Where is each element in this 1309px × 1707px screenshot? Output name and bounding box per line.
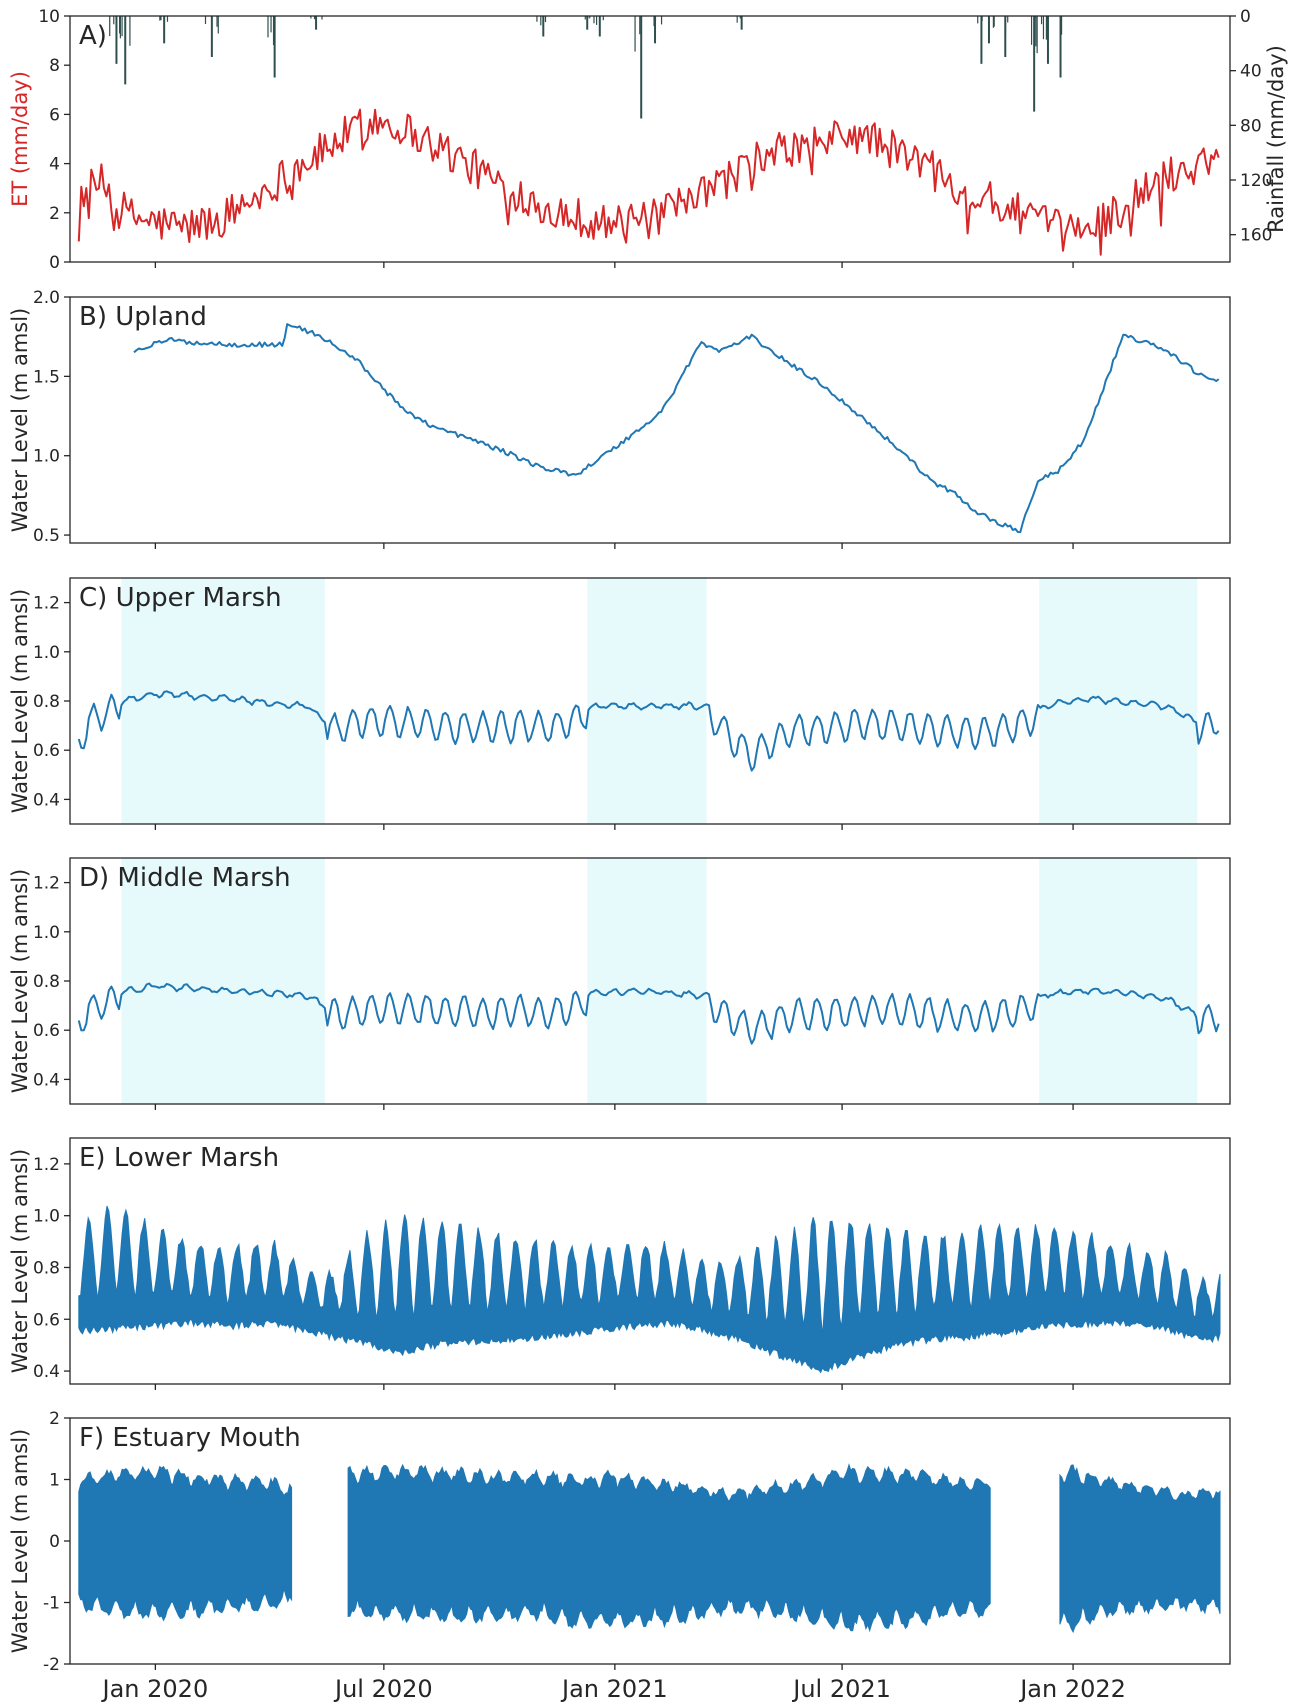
series-band (1059, 1464, 1221, 1634)
panel-c-shaded-periods (121, 578, 1198, 824)
y2-tick-label: 160 (1240, 226, 1272, 246)
panel-a-ylabel: ET (mm/day) (8, 71, 32, 207)
panel-c-ylabel: Water Level (m amsl) (8, 589, 32, 813)
series-band (347, 1463, 991, 1633)
panel-d-y-ticks: 0.4 0.6 0.8 1.0 1.2 (33, 874, 70, 1090)
middle-marsh-line (77, 982, 1220, 1045)
series-band (78, 1205, 1221, 1374)
panel-e-x-ticks (154, 1384, 1074, 1390)
series-band (78, 1465, 293, 1622)
panel-f-y-ticks: -2 -1 0 1 2 (43, 1409, 70, 1675)
et-line (77, 108, 1220, 256)
y-tick-label: 8 (49, 56, 60, 76)
y-tick-label: 1.2 (33, 874, 60, 894)
panel-e-title: E) Lower Marsh (79, 1143, 279, 1173)
upland-line (133, 323, 1220, 534)
y-tick-label: 1.0 (33, 1207, 60, 1227)
y-tick-label: 2 (49, 1409, 60, 1429)
y-tick-label: 1.2 (33, 1155, 60, 1175)
shaded-period (121, 578, 325, 824)
x-axis-date-labels: Jan 2020 Jul 2020 Jan 2021 Jul 2021 Jan … (101, 1675, 1126, 1703)
y-tick-label: 0.6 (33, 1021, 60, 1041)
panel-e-y-ticks: 0.4 0.6 0.8 1.0 1.2 (33, 1155, 70, 1382)
series-line (133, 323, 1220, 534)
panel-b-title: B) Upland (79, 302, 207, 332)
panel-a-et-rainfall: 0 2 4 6 8 10 0 40 80 120 160 A) ET (mm/day) Rainf… (8, 7, 1288, 273)
y-tick-label: 6 (49, 105, 60, 125)
panel-b-y-ticks: 0.5 1.0 1.5 2.0 (33, 288, 70, 546)
y2-tick-label: 80 (1240, 116, 1262, 136)
series-line (77, 108, 1220, 256)
panel-c-upper-marsh: 0.4 0.6 0.8 1.0 1.2 C) Upper Marsh Water Lev… (8, 577, 1231, 830)
y-tick-label: 0.6 (33, 741, 60, 761)
panel-d-ylabel: Water Level (m amsl) (8, 869, 32, 1093)
lower-marsh-area (78, 1205, 1221, 1374)
panel-f-estuary-mouth: -2 -1 0 1 2 F) Estuary Mouth Water Level (m … (8, 1409, 1231, 1675)
y2-tick-label: 120 (1240, 171, 1272, 191)
y-tick-label: 0.4 (33, 1362, 60, 1382)
x-tick-label: Jan 2022 (1018, 1675, 1126, 1703)
y-tick-label: 2 (49, 204, 60, 224)
y-tick-label: -1 (43, 1594, 60, 1614)
rainfall-bars (109, 16, 1063, 119)
shaded-period (121, 858, 325, 1104)
panel-a-frame (69, 15, 1231, 263)
panel-f-ylabel: Water Level (m amsl) (8, 1429, 32, 1653)
upper-marsh-line (77, 690, 1220, 772)
panel-c-y-ticks: 0.4 0.6 0.8 1.0 1.2 (33, 594, 70, 810)
panel-d-title: D) Middle Marsh (79, 863, 291, 893)
panel-b-upland: 0.5 1.0 1.5 2.0 B) Upland Water Level (m am… (8, 288, 1231, 549)
y-tick-label: -2 (43, 1655, 60, 1675)
y-tick-label: 1.0 (33, 643, 60, 663)
y-tick-label: 4 (49, 155, 60, 175)
estuary-mouth-area (78, 1463, 1221, 1634)
y-tick-label: 1.0 (33, 923, 60, 943)
y-tick-label: 1 (49, 1471, 60, 1491)
shaded-period (587, 858, 707, 1104)
y-tick-label: 0.8 (33, 1258, 60, 1278)
series-line (77, 690, 1220, 772)
panel-a-title: A) (79, 21, 107, 51)
panel-e-frame (69, 1137, 1231, 1385)
panel-c-x-ticks (154, 824, 1074, 830)
panel-c-title: C) Upper Marsh (79, 583, 282, 613)
shaded-period (587, 578, 707, 824)
y-tick-label: 0 (49, 1532, 60, 1552)
panel-f-title: F) Estuary Mouth (79, 1423, 301, 1453)
y-tick-label: 0.4 (33, 1070, 60, 1090)
x-tick-label: Jul 2020 (333, 1675, 433, 1703)
panel-d-shaded-periods (121, 858, 1198, 1104)
y-tick-label: 0.8 (33, 972, 60, 992)
y-tick-label: 0.6 (33, 1310, 60, 1330)
y-tick-label: 0 (49, 253, 60, 273)
y-tick-label: 0.5 (33, 526, 60, 546)
panel-b-ylabel: Water Level (m amsl) (8, 308, 32, 532)
y-tick-label: 2.0 (33, 288, 60, 308)
series-line (77, 982, 1220, 1045)
panel-a-y2label: Rainfall (mm/day) (1264, 45, 1288, 233)
y-tick-label: 1.2 (33, 594, 60, 614)
x-tick-label: Jan 2020 (101, 1675, 209, 1703)
x-tick-label: Jul 2021 (791, 1675, 891, 1703)
panel-a-y-ticks: 0 2 4 6 8 10 (38, 7, 70, 273)
panel-b-frame (69, 296, 1231, 544)
y-tick-label: 0.4 (33, 790, 60, 810)
y-tick-label: 0.8 (33, 692, 60, 712)
panel-d-x-ticks (154, 1104, 1074, 1110)
y2-tick-label: 0 (1240, 7, 1251, 27)
panel-a-y2-ticks: 0 40 80 120 160 (1230, 7, 1272, 246)
panel-e-lower-marsh: 0.4 0.6 0.8 1.0 1.2 E) Lower Marsh Water Lev… (8, 1137, 1231, 1390)
panel-a-x-ticks (154, 262, 1074, 268)
y-tick-label: 10 (38, 7, 60, 27)
panel-d-middle-marsh: 0.4 0.6 0.8 1.0 1.2 D) Middle Marsh Water Le… (8, 857, 1231, 1110)
y-tick-label: 1.0 (33, 447, 60, 467)
panel-e-ylabel: Water Level (m amsl) (8, 1149, 32, 1373)
x-tick-label: Jan 2021 (560, 1675, 668, 1703)
shaded-period (1039, 858, 1198, 1104)
panel-b-x-ticks (154, 543, 1074, 549)
y-tick-label: 1.5 (33, 367, 60, 387)
y2-tick-label: 40 (1240, 62, 1262, 82)
panel-f-x-ticks (154, 1664, 1074, 1670)
